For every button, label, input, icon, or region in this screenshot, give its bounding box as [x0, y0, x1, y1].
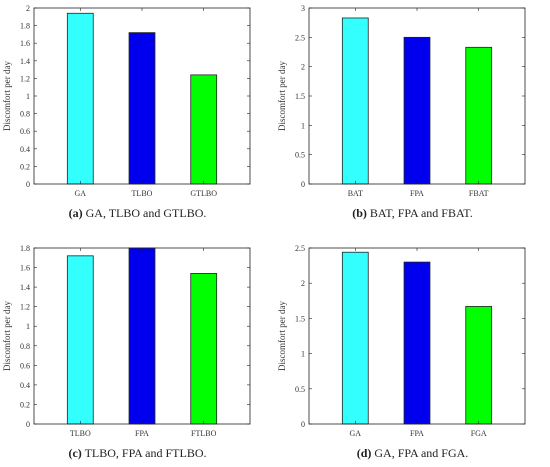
y-tick-label: 0.8	[20, 110, 30, 119]
x-tick-label: GTLBO	[190, 189, 217, 198]
bar-fbat	[465, 46, 493, 185]
y-tick-label: 0	[301, 180, 305, 189]
chart-panel-a: GA TLBO GTLBO 0 0.2 0.4 0.6 0.8 1 1.2 1.4 1.6 1.8 2 Di…	[0, 0, 275, 233]
y-tick-label: 0	[301, 420, 305, 429]
bar-fpa	[403, 36, 431, 185]
y-tick-label: 2.5	[295, 33, 305, 42]
caption-d: (d) GA, FPA and FGA.	[275, 446, 550, 461]
caption-b-label: (b)	[352, 206, 367, 220]
chart-panel-c: TLBO FPA FTLBO 0 0.2 0.4 0.6 0.8 1 1.2 1.4 1.6 1.8 Di…	[0, 240, 275, 467]
y-tick-label: 1.8	[20, 22, 30, 31]
y-tick-label: 0.8	[20, 342, 30, 351]
chart-panel-b: BAT FPA FBAT 0 0.5 1 1.5 2 2.5 3 Discomfort per da…	[275, 0, 550, 233]
bar-tlbo	[66, 255, 94, 425]
bar-fpa	[403, 261, 431, 425]
caption-d-label: (d)	[356, 446, 372, 460]
y-tick-label: 0.5	[295, 151, 305, 160]
y-tick-label: 1	[301, 121, 305, 130]
y-tick-label: 1	[26, 322, 30, 331]
x-tick-label: FPA	[410, 429, 424, 438]
caption-a-label: (a)	[68, 206, 83, 220]
y-axis-label: Discomfort per day	[277, 301, 287, 371]
bar-gtlbo	[190, 74, 218, 185]
x-tick-label: FGA	[471, 429, 487, 438]
caption-b-text: BAT, FPA and FBAT.	[369, 206, 473, 220]
y-tick-label: 0.6	[20, 127, 30, 136]
x-tick-label: FBAT	[469, 189, 489, 198]
y-tick-label: 1.4	[20, 57, 30, 66]
y-tick-label: 0.5	[295, 385, 305, 394]
y-tick-label: 0.4	[20, 145, 30, 154]
y-tick-label: 1.2	[20, 74, 30, 83]
y-tick-label: 0	[26, 180, 30, 189]
x-tick-label: TLBO	[70, 429, 91, 438]
y-tick-label: 1	[26, 92, 30, 101]
bar-tlbo	[128, 32, 156, 185]
y-tick-label: 1.6	[20, 39, 30, 48]
bar-chart-b: BAT FPA FBAT 0 0.5 1 1.5 2 2.5 3 Discomfort per da…	[277, 4, 526, 198]
plot-frame	[33, 7, 251, 185]
y-axis-label: Discomfort per day	[277, 61, 287, 131]
y-tick-label: 1.2	[20, 303, 30, 312]
x-tick-label: BAT	[348, 189, 363, 198]
chart-panel-d: GA FPA FGA 0 0.5 1 1.5 2 2.5 Discomfort per day (…	[275, 240, 550, 467]
y-tick-label: 2	[26, 4, 30, 13]
y-tick-label: 0.6	[20, 361, 30, 370]
caption-b: (b) BAT, FPA and FBAT.	[275, 206, 550, 221]
bar-chart-c: TLBO FPA FTLBO 0 0.2 0.4 0.6 0.8 1 1.2 1.4 1.6 1.8 Di…	[2, 244, 251, 438]
y-tick-label: 3	[301, 4, 305, 13]
x-tick-label: FTLBO	[191, 429, 217, 438]
bar-chart-d: GA FPA FGA 0 0.5 1 1.5 2 2.5 Discomfort per day	[277, 244, 526, 438]
x-tick-label: FPA	[410, 189, 424, 198]
x-tick-label: FPA	[135, 429, 149, 438]
y-tick-label: 0.2	[20, 400, 30, 409]
bar-ga	[341, 251, 369, 425]
y-tick-label: 0.4	[20, 381, 30, 390]
x-tick-label: TLBO	[132, 189, 153, 198]
y-tick-label: 1.5	[295, 314, 305, 323]
y-tick-label: 0	[26, 420, 30, 429]
bar-fpa	[128, 247, 156, 425]
y-tick-label: 1.6	[20, 264, 30, 273]
caption-d-text: GA, FPA and FGA.	[374, 446, 469, 460]
y-tick-label: 2.5	[295, 244, 305, 253]
x-tick-label: GA	[350, 429, 362, 438]
plot-frame	[308, 7, 526, 185]
y-tick-label: 2	[301, 279, 305, 288]
plot-frame	[308, 247, 526, 425]
caption-c: (c) TLBO, FPA and FTLBO.	[0, 446, 275, 461]
y-axis-label: Discomfort per day	[2, 61, 12, 131]
bar-ftlbo	[190, 273, 218, 425]
y-tick-label: 1	[301, 350, 305, 359]
y-axis-label: Discomfort per day	[2, 301, 12, 371]
caption-c-label: (c)	[68, 446, 82, 460]
y-tick-label: 2	[301, 63, 305, 72]
y-tick-label: 0.2	[20, 162, 30, 171]
bar-chart-a: GA TLBO GTLBO 0 0.2 0.4 0.6 0.8 1 1.2 1.4 1.6 1.8 2 Di…	[2, 4, 251, 198]
y-tick-label: 1.5	[295, 92, 305, 101]
bar-bat	[341, 17, 369, 185]
caption-c-text: TLBO, FPA and FTLBO.	[84, 446, 207, 460]
x-tick-label: GA	[75, 189, 87, 198]
caption-a: (a) GA, TLBO and GTLBO.	[0, 206, 275, 221]
plot-frame	[33, 247, 251, 425]
y-tick-label: 1.4	[20, 283, 30, 292]
bar-ga	[66, 12, 94, 185]
caption-a-text: GA, TLBO and GTLBO.	[85, 206, 207, 220]
y-tick-label: 1.8	[20, 244, 30, 253]
bar-fga	[465, 306, 493, 425]
